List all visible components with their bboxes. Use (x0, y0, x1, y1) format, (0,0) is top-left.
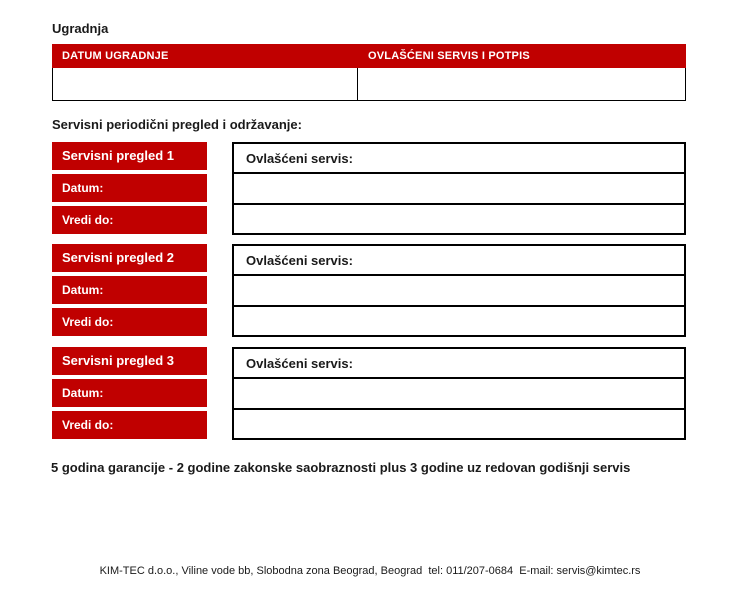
footer-contact-line: KIM-TEC d.o.o., Viline vode bb, Slobodna… (99, 565, 641, 577)
section-heading: Servisni periodični pregled i održavanje… (52, 117, 302, 132)
authorized-service-text: Ovlašćeni servis: (246, 150, 353, 166)
service-block-3-title: Servisni pregled 3 (52, 347, 207, 375)
installation-service-header: OVLAŠĆENI SERVIS I POTPIS (368, 50, 530, 62)
installation-date-cell[interactable] (53, 68, 358, 100)
installation-date-header: DATUM UGRADNJE (62, 50, 169, 62)
service-block-1: Servisni pregled 1 Datum: Vredi do: Ovla… (52, 142, 686, 235)
installation-service-cell[interactable] (358, 68, 685, 100)
authorized-service-text: Ovlašćeni servis: (246, 252, 353, 268)
service-block-2-valid-cell[interactable] (234, 306, 684, 335)
service-block-1-authorized-service-label: Ovlašćeni servis: (234, 144, 684, 175)
service-block-3-authorized-service-label: Ovlašćeni servis: (234, 349, 684, 380)
authorized-service-text: Ovlašćeni servis: (246, 355, 353, 371)
service-block-3-date-cell[interactable] (234, 379, 684, 410)
installation-table: DATUM UGRADNJE OVLAŠĆENI SERVIS I POTPIS (52, 44, 686, 101)
installation-table-header-row: DATUM UGRADNJE OVLAŠĆENI SERVIS I POTPIS (52, 44, 686, 68)
service-block-2-title: Servisni pregled 2 (52, 244, 207, 272)
service-block-1-valid-cell[interactable] (234, 204, 684, 233)
service-block-1-date-cell[interactable] (234, 174, 684, 205)
service-block-2-entry-box: Ovlašćeni servis: (232, 244, 686, 337)
service-block-3-valid-label: Vredi do: (52, 411, 207, 439)
service-block-1-entry-box: Ovlašćeni servis: (232, 142, 686, 235)
installation-table-body-row (52, 68, 686, 101)
service-block-1-date-label: Datum: (52, 174, 207, 202)
service-block-1-title: Servisni pregled 1 (52, 142, 207, 170)
service-block-1-valid-label: Vredi do: (52, 206, 207, 234)
service-block-2-date-cell[interactable] (234, 276, 684, 307)
warranty-note: 5 godina garancije - 2 godine zakonske s… (51, 460, 631, 475)
service-block-2: Servisni pregled 2 Datum: Vredi do: Ovla… (52, 244, 686, 337)
page-title: Ugradnja (52, 21, 109, 36)
service-block-2-date-label: Datum: (52, 276, 207, 304)
service-block-3: Servisni pregled 3 Datum: Vredi do: Ovla… (52, 347, 686, 440)
service-block-3-date-label: Datum: (52, 379, 207, 407)
service-block-3-entry-box: Ovlašćeni servis: (232, 347, 686, 440)
service-block-2-valid-label: Vredi do: (52, 308, 207, 336)
service-block-3-valid-cell[interactable] (234, 409, 684, 438)
service-block-2-authorized-service-label: Ovlašćeni servis: (234, 246, 684, 277)
